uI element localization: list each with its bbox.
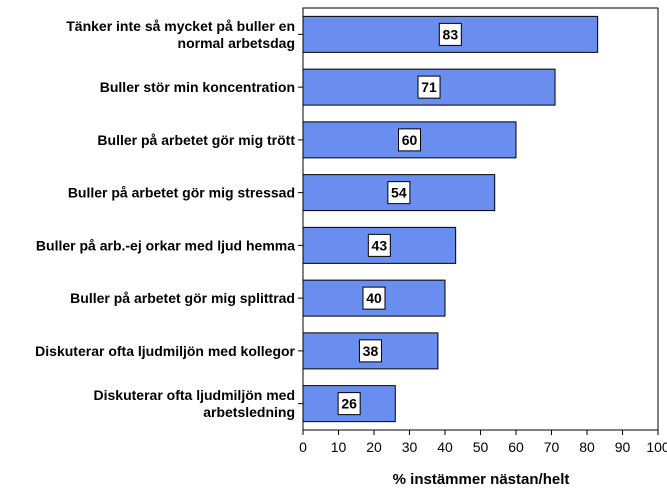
data-label: 60 bbox=[402, 132, 418, 148]
x-tick-label: 40 bbox=[437, 439, 453, 455]
data-label: 40 bbox=[366, 290, 382, 306]
x-tick-label: 0 bbox=[299, 439, 307, 455]
category-label: Buller på arbetet gör mig stressad bbox=[68, 185, 295, 201]
x-tick-label: 20 bbox=[366, 439, 382, 455]
x-tick-label: 80 bbox=[579, 439, 595, 455]
category-label: Diskuterar ofta ljudmiljön med kollegor bbox=[35, 343, 295, 359]
data-label-box bbox=[417, 75, 441, 99]
data-label-box bbox=[387, 181, 411, 205]
data-label-box bbox=[362, 286, 386, 310]
data-label-box bbox=[438, 22, 462, 46]
category-label: Buller stör min koncentration bbox=[100, 79, 295, 95]
data-label-box bbox=[367, 233, 391, 257]
data-label: 71 bbox=[421, 79, 437, 95]
category-label: Buller på arb.-ej orkar med ljud hemma bbox=[36, 237, 295, 253]
category-label: Tänker inte så mycket på buller en normal… bbox=[66, 18, 295, 51]
x-tick-label: 60 bbox=[508, 439, 524, 455]
data-label: 38 bbox=[363, 343, 379, 359]
x-tick-label: 10 bbox=[331, 439, 347, 455]
x-tick-label: 70 bbox=[544, 439, 560, 455]
data-label: 43 bbox=[372, 237, 388, 253]
data-label-box bbox=[337, 392, 361, 416]
x-tick-label: 30 bbox=[402, 439, 418, 455]
data-label: 54 bbox=[391, 185, 407, 201]
category-label: Buller på arbetet gör mig splittrad bbox=[70, 290, 295, 306]
data-label-box bbox=[398, 128, 421, 152]
x-tick-label: 100 bbox=[646, 439, 667, 455]
x-tick-label: 50 bbox=[473, 439, 489, 455]
x-tick-label: 90 bbox=[615, 439, 631, 455]
category-label: Buller på arbetet gör mig trött bbox=[97, 132, 295, 148]
data-label-box bbox=[358, 339, 382, 363]
category-label: Diskuterar ofta ljudmiljön med arbetsledn… bbox=[94, 387, 295, 420]
data-label: 83 bbox=[443, 26, 459, 42]
x-axis-title: % instämmer nästan/helt bbox=[393, 471, 570, 488]
data-label: 26 bbox=[341, 396, 357, 412]
